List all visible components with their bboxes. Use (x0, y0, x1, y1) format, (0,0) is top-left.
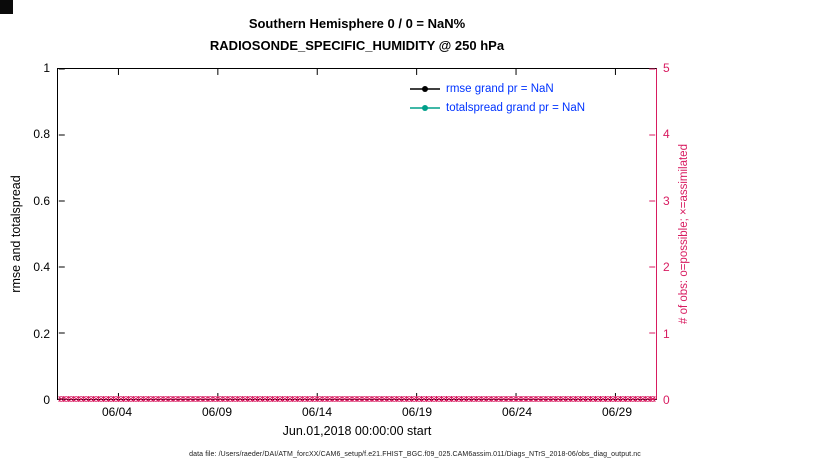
y-tick-label-right: 4 (663, 127, 670, 142)
plot-area: rmse grand pr = NaN totalspread grand pr … (57, 68, 657, 403)
legend-label: rmse grand pr = NaN (446, 82, 554, 95)
y-tick-label-right: 2 (663, 260, 670, 275)
data-file-caption: data file: /Users/raeder/DAI/ATM_forcXX/… (189, 451, 641, 458)
x-tick-label: 06/29 (601, 405, 633, 419)
x-tick-label: 06/09 (201, 405, 233, 419)
y-tick-label-left: 0.6 (33, 193, 50, 208)
y-tick-label-left: 0.8 (33, 127, 50, 142)
chart-subtitle: RADIOSONDE_SPECIFIC_HUMIDITY @ 250 hPa (209, 38, 505, 53)
window-corner-artifact (0, 0, 13, 14)
y-tick-label-right: 1 (663, 326, 670, 341)
legend-line-marker-icon (410, 85, 440, 92)
y-tick-label-right: 5 (663, 61, 670, 75)
legend-label: totalspread grand pr = NaN (446, 101, 586, 114)
y-tick-label-left: 0.2 (33, 326, 50, 341)
x-axis-label: Jun.01,2018 00:00:00 start (282, 424, 432, 438)
y-tick-label-left: 0.4 (33, 260, 50, 275)
legend-line-marker-icon (410, 104, 440, 111)
x-tick-label: 06/19 (401, 405, 433, 419)
legend-item: rmse grand pr = NaN (410, 79, 585, 98)
x-tick-label: 06/14 (301, 405, 333, 419)
y-tick-label-right: 3 (663, 193, 670, 208)
y-tick-label-right: 0 (663, 393, 670, 407)
plot-canvas (58, 68, 656, 403)
legend-item: totalspread grand pr = NaN (410, 98, 585, 117)
y-tick-label-left: 0 (43, 393, 50, 407)
x-tick-label: 06/24 (501, 405, 533, 419)
x-tick-label: 06/04 (101, 405, 133, 419)
chart-title: Southern Hemisphere 0 / 0 = NaN% (248, 16, 466, 31)
y-axis-label-right: # of obs: o=possible; ×=assimilated (678, 144, 690, 324)
y-tick-label-left: 1 (43, 61, 50, 75)
legend: rmse grand pr = NaN totalspread grand pr … (410, 79, 585, 117)
